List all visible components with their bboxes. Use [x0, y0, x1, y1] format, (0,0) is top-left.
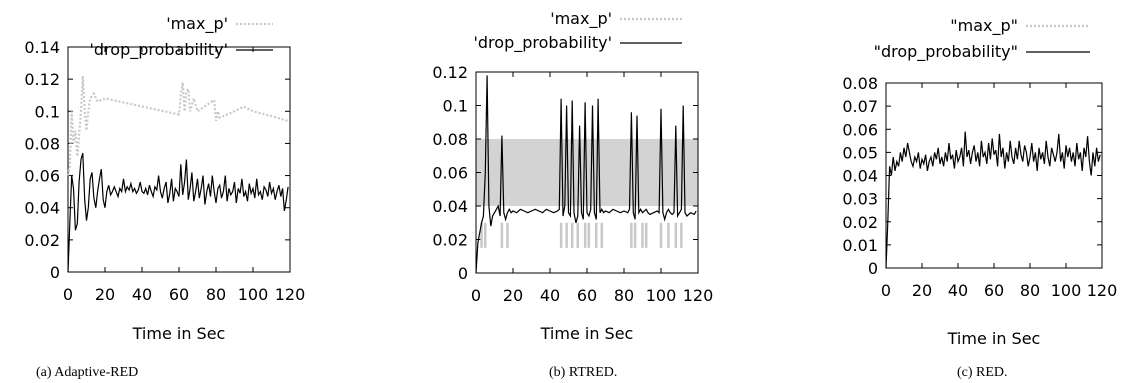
plot-frame — [67, 46, 291, 273]
drop-probability-line — [475, 75, 697, 274]
y-tick-label: 0.08 — [842, 74, 878, 93]
x-tick-label: 40 — [132, 285, 152, 304]
y-tick-label: 0.02 — [432, 231, 468, 250]
x-tick-label: 0 — [881, 281, 891, 300]
x-tick-label: 80 — [614, 286, 634, 305]
drop-probability-line — [885, 131, 1101, 269]
legend-label: "max_p" — [950, 16, 1018, 36]
y-tick-label: 0.06 — [24, 167, 60, 186]
y-tick-label: 0.03 — [842, 190, 878, 209]
plot-frame — [885, 82, 1103, 269]
x-tick-label: 120 — [683, 286, 714, 305]
x-tick-label: 80 — [206, 285, 226, 304]
x-axis-label: Time in Sec — [132, 324, 226, 343]
chart-panel-b: 0 0.02 0.04 0.06 0.08 0.1 0.12 0 20 40 60 80 100 120 '… — [432, 9, 713, 380]
legend-label: 'max_p' — [550, 9, 612, 29]
x-tick-label: 20 — [912, 281, 932, 300]
x-tick-label: 100 — [646, 286, 677, 305]
y-tick-label: 0.08 — [24, 134, 60, 153]
legend-label: "drop_probability" — [874, 42, 1018, 62]
chart-panel-a: 0 0.02 0.04 0.06 0.08 0.1 0.12 0.14 0 20 40 60 80 100… — [24, 14, 305, 380]
x-axis-label: Time in Sec — [947, 329, 1041, 348]
y-tick-label: 0 — [458, 264, 468, 283]
x-tick-label: 0 — [63, 285, 73, 304]
y-tick-label: 0.04 — [432, 197, 468, 216]
legend-label: 'max_p' — [166, 14, 228, 34]
x-tick-label: 80 — [1020, 281, 1040, 300]
y-tick-label: 0.12 — [432, 63, 468, 82]
panel-caption: (a) Adaptive-RED — [36, 365, 138, 380]
y-tick-label: 0.04 — [24, 199, 60, 218]
panel-caption: (c) RED. — [957, 365, 1008, 380]
x-tick-label: 20 — [95, 285, 115, 304]
panel-caption: (b) RTRED. — [549, 365, 617, 380]
x-tick-label: 40 — [540, 286, 560, 305]
drop-probability-line — [67, 152, 289, 273]
y-tick-label: 0 — [50, 263, 60, 282]
y-tick-label: 0.02 — [24, 231, 60, 250]
x-tick-label: 40 — [948, 281, 968, 300]
legend-label: 'drop_probability' — [90, 40, 229, 60]
y-tick-label: 0.04 — [842, 167, 878, 186]
x-tick-label: 60 — [169, 285, 189, 304]
y-tick-label: 0.02 — [842, 213, 878, 232]
x-tick-label: 120 — [275, 285, 306, 304]
x-tick-label: 0 — [471, 286, 481, 305]
y-tick-label: 0.14 — [24, 38, 60, 57]
y-tick-label: 0 — [868, 259, 878, 278]
y-tick-label: 0.06 — [842, 120, 878, 139]
x-tick-label: 100 — [238, 285, 269, 304]
y-tick-label: 0.06 — [432, 164, 468, 183]
y-tick-label: 0.01 — [842, 236, 878, 255]
y-tick-label: 0.12 — [24, 70, 60, 89]
chart-panel-c: 0 0.01 0.02 0.03 0.04 0.05 0.06 0.07 0.08 0 20 40 60… — [842, 16, 1117, 380]
x-tick-label: 100 — [1051, 281, 1082, 300]
max-p-line — [66, 75, 289, 176]
legend-label: 'drop_probability' — [474, 33, 613, 53]
y-tick-label: 0.07 — [842, 97, 878, 116]
y-tick-label: 0.08 — [432, 130, 468, 149]
x-tick-label: 20 — [503, 286, 523, 305]
y-tick-label: 0.1 — [35, 102, 60, 121]
y-tick-label: 0.1 — [443, 97, 468, 116]
x-tick-label: 120 — [1087, 281, 1118, 300]
x-tick-label: 60 — [577, 286, 597, 305]
x-axis-label: Time in Sec — [540, 324, 634, 343]
x-tick-label: 60 — [984, 281, 1004, 300]
y-tick-label: 0.05 — [842, 143, 878, 162]
